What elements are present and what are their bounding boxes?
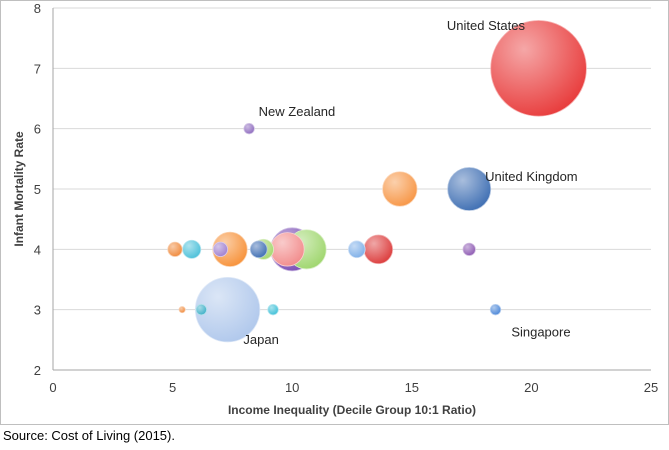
bubble-new-zealand xyxy=(243,123,255,135)
bubble xyxy=(462,242,476,256)
x-tick-label: 25 xyxy=(644,380,658,395)
x-tick-label: 5 xyxy=(169,380,176,395)
bubble xyxy=(363,234,394,265)
bubble xyxy=(212,231,248,267)
annotation-new-zealand: New Zealand xyxy=(259,104,336,119)
chart-area: United States New Zealand United Kingdom Ja… xyxy=(0,0,669,425)
y-tick-label: 7 xyxy=(34,61,41,76)
bubble-chart: United States New Zealand United Kingdom Ja… xyxy=(12,1,658,417)
x-tick-label: 0 xyxy=(49,380,56,395)
bubble-united-states xyxy=(490,20,587,117)
annotation-united-states: United States xyxy=(447,18,526,33)
bubble xyxy=(267,304,279,316)
y-axis-title: Infant Mortality Rate xyxy=(12,131,26,247)
bubble xyxy=(348,240,366,259)
bubble xyxy=(382,171,418,207)
bubble xyxy=(178,306,186,314)
bubble xyxy=(195,304,207,316)
bubble-united-kingdom xyxy=(447,167,492,211)
bubble xyxy=(167,241,183,257)
x-tick-label: 10 xyxy=(285,380,299,395)
x-tick-label: 20 xyxy=(524,380,538,395)
bubble-japan xyxy=(194,276,261,343)
bubble xyxy=(212,241,229,257)
x-tick-label: 15 xyxy=(405,380,419,395)
bubble xyxy=(270,232,305,267)
annotation-singapore: Singapore xyxy=(511,325,570,340)
annotation-united-kingdom: United Kingdom xyxy=(485,169,578,184)
bubble xyxy=(182,239,202,259)
y-tick-label: 3 xyxy=(34,303,41,318)
x-axis-title: Income Inequality (Decile Group 10:1 Rat… xyxy=(228,403,476,417)
source-note: Source: Cost of Living (2015). xyxy=(3,428,175,443)
bubble-singapore xyxy=(489,304,502,316)
y-tick-label: 2 xyxy=(34,363,41,378)
annotation-japan: Japan xyxy=(243,332,278,347)
bubble xyxy=(249,240,268,259)
y-tick-label: 6 xyxy=(34,122,41,137)
y-tick-label: 5 xyxy=(34,182,41,197)
y-tick-label: 4 xyxy=(34,242,41,257)
y-tick-label: 8 xyxy=(34,1,41,16)
